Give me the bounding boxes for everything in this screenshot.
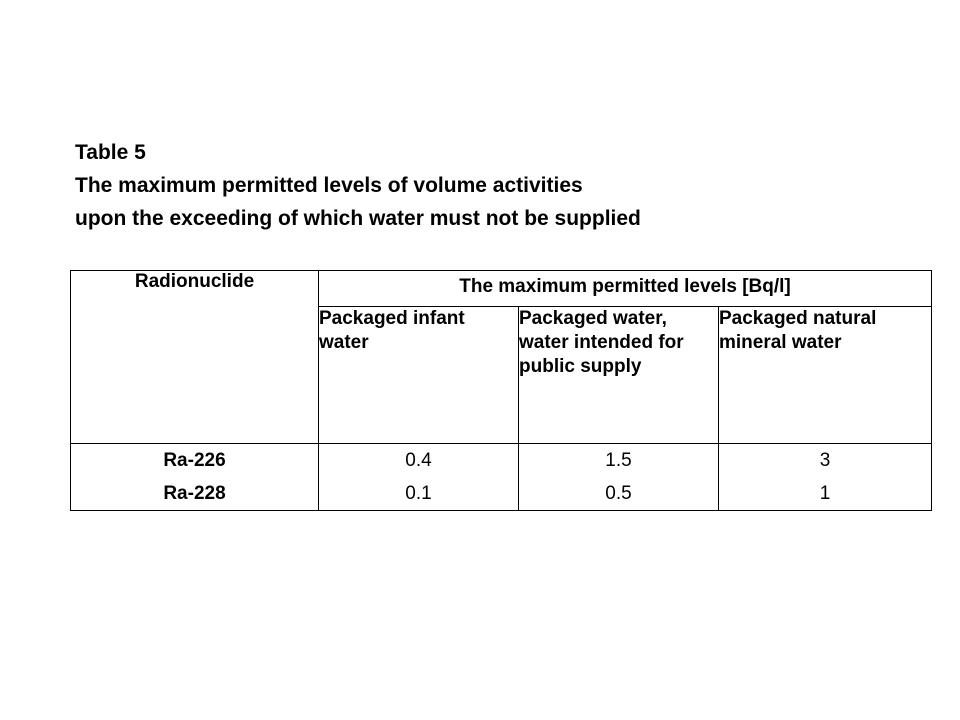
nuclide-ra-226: Ra-226 [163,450,226,471]
value-cell: 1 [819,483,831,504]
permitted-levels-table: Radionuclide The maximum permitted level… [70,270,932,511]
table-title-line-2: upon the exceeding of which water must n… [75,207,641,230]
table-caption: Table 5 The maximum permitted levels of … [75,136,641,235]
value-cell: 1.5 [605,450,632,471]
table-number: Table 5 [75,141,146,164]
nuclide-ra-228: Ra-228 [163,483,226,504]
subheader-row: Packaged infant water Packaged water, wa… [71,305,932,445]
value-cell: 0.5 [605,483,632,504]
value-cell: 0.4 [405,450,432,471]
radionuclide-header: Radionuclide [70,270,319,444]
levels-header: The maximum permitted levels [Bq/l] [318,270,932,307]
column-header-mineral-water: Packaged natural mineral water [718,305,932,445]
radionuclide-cell: Ra-226 Ra-228 [70,443,319,511]
mineral-water-values: 3 1 [718,443,932,511]
table-row: Ra-226 Ra-228 0.4 0.1 1.5 0.5 3 1 [70,443,932,511]
column-header-public-supply: Packaged water, water intended for publi… [518,305,719,445]
value-cell: 0.1 [405,483,432,504]
header-row: Radionuclide The maximum permitted level… [70,270,932,444]
public-supply-values: 1.5 0.5 [518,443,719,511]
infant-water-values: 0.4 0.1 [318,443,519,511]
value-cell: 3 [819,450,831,471]
table-title-line-1: The maximum permitted levels of volume a… [75,174,583,197]
column-header-infant-water: Packaged infant water [318,305,519,445]
